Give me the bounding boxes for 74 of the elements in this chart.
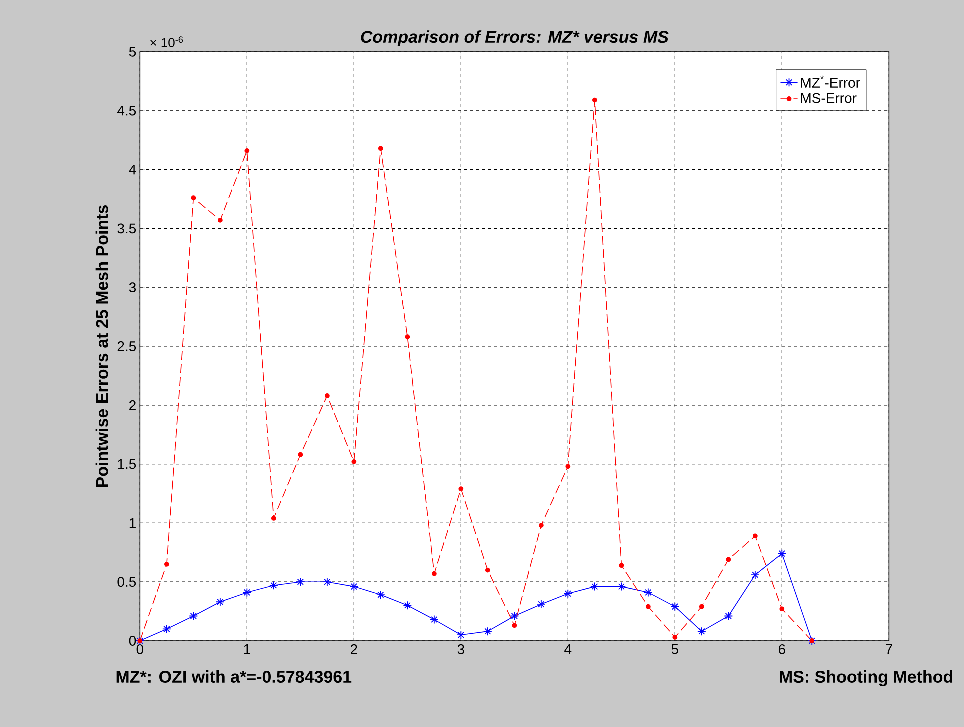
x-tick-label: 6 xyxy=(778,644,786,654)
point xyxy=(780,606,785,612)
point xyxy=(672,635,678,640)
y-tick-label: 1 xyxy=(130,518,136,528)
point xyxy=(430,615,439,624)
point xyxy=(619,563,624,568)
point xyxy=(405,334,410,340)
point xyxy=(271,516,276,521)
y-tick-label: 2.5 xyxy=(118,342,136,352)
x-tick-label: 0 xyxy=(136,644,144,654)
y-tick-label: 4.5 xyxy=(117,106,136,116)
point xyxy=(376,590,386,600)
y-tick-label: 1.5 xyxy=(118,459,136,470)
point xyxy=(617,582,626,592)
y-tick-label: 0.5 xyxy=(118,577,136,588)
point xyxy=(432,571,437,576)
point xyxy=(244,148,250,154)
point xyxy=(697,627,706,636)
point xyxy=(536,600,546,609)
point xyxy=(699,604,704,610)
point xyxy=(378,146,384,152)
point xyxy=(216,598,225,607)
point xyxy=(162,624,172,634)
text: MZ*: OZI with a*=-0.57843961 xyxy=(116,670,352,684)
point xyxy=(322,578,332,587)
x-tick-label: 2 xyxy=(350,644,358,654)
point xyxy=(350,582,359,592)
point xyxy=(646,604,651,610)
point xyxy=(191,196,196,201)
x-tick-label: 5 xyxy=(672,644,678,654)
point xyxy=(485,568,490,573)
point xyxy=(189,612,198,621)
point xyxy=(726,557,732,562)
point xyxy=(458,486,464,492)
legend-label: MZ$^{*}$-Error xyxy=(801,76,860,88)
y-axis-title: Pointwise Errors at 25 Mesh Points xyxy=(96,206,108,488)
x-tick-label: 1 xyxy=(244,644,250,654)
point xyxy=(566,464,571,470)
point xyxy=(352,459,357,464)
point xyxy=(538,523,544,528)
x-tick-label: 3 xyxy=(458,644,464,654)
point xyxy=(644,588,653,598)
x-tick-label: 4 xyxy=(564,644,572,654)
point xyxy=(483,627,492,636)
point xyxy=(456,630,466,640)
y-tick-label: 5 xyxy=(129,47,136,57)
chart-title: Comparison of Errors: MZ* versus MS xyxy=(361,30,669,46)
point xyxy=(296,578,306,587)
point xyxy=(242,588,252,598)
point xyxy=(512,623,518,628)
point xyxy=(403,601,412,610)
point xyxy=(592,98,598,103)
y-tick-label: 4 xyxy=(129,164,136,175)
point xyxy=(564,589,573,598)
y-tick-label: 2 xyxy=(130,400,136,410)
point xyxy=(590,582,600,592)
point xyxy=(164,562,170,567)
point xyxy=(324,394,330,398)
y-tick-label: 3.5 xyxy=(118,224,136,234)
point xyxy=(218,218,223,223)
x-tick-label: 7 xyxy=(886,644,892,654)
y-tick-label: 3 xyxy=(129,282,136,293)
point xyxy=(724,612,734,621)
point xyxy=(269,581,278,590)
point xyxy=(750,570,760,580)
point xyxy=(298,452,304,458)
y-tick-label: 0 xyxy=(129,636,136,646)
point xyxy=(510,612,520,621)
text: MS: Shooting Method xyxy=(780,670,953,686)
legend-label: MS-Error xyxy=(801,93,857,104)
point xyxy=(778,549,787,558)
text: × 10$^{-6}$ xyxy=(150,36,184,48)
point xyxy=(670,602,680,612)
point xyxy=(752,534,758,539)
